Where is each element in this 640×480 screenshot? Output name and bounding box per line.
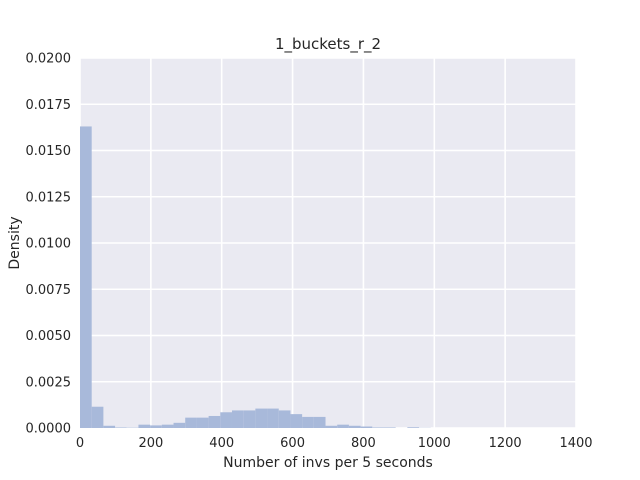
x-tick-label: 200 [138, 436, 163, 451]
histogram-bar [407, 427, 420, 428]
y-tick-label: 0.0025 [26, 375, 72, 390]
histogram-bar [372, 427, 384, 428]
histogram-bar [80, 126, 92, 428]
y-tick-label: 0.0000 [26, 422, 72, 437]
histogram-bar [290, 414, 303, 428]
histogram-bar [313, 416, 326, 428]
x-axis-ticks: 0 200 400 600 800 1000 1200 1400 [76, 436, 593, 451]
x-tick-label: 400 [209, 436, 234, 451]
histogram-bar [302, 416, 314, 428]
x-tick-label: 800 [351, 436, 376, 451]
x-axis-label: Number of invs per 5 seconds [223, 455, 433, 471]
histogram-bar [220, 412, 232, 428]
y-axis-label: Density [7, 216, 23, 269]
histogram-bar [337, 424, 349, 428]
x-tick-label: 1200 [489, 436, 522, 451]
histogram-bar [138, 424, 151, 428]
y-tick-label: 0.0175 [26, 98, 72, 113]
histogram-bar [103, 425, 116, 428]
histogram-bar [208, 415, 221, 428]
histogram-bar [360, 426, 373, 428]
x-tick-label: 1400 [559, 436, 592, 451]
histogram-bar [161, 424, 174, 428]
chart-title: 1_buckets_r_2 [275, 35, 381, 54]
histogram-bar [150, 425, 162, 428]
histogram-bar [267, 408, 279, 428]
histogram-bar [196, 417, 209, 428]
histogram-bar [243, 410, 256, 428]
y-tick-label: 0.0075 [26, 283, 72, 298]
x-tick-label: 600 [280, 436, 305, 451]
y-tick-label: 0.0200 [26, 52, 72, 67]
y-tick-label: 0.0100 [26, 237, 72, 252]
histogram-bar [278, 410, 291, 428]
histogram-bar [348, 425, 361, 428]
y-tick-label: 0.0050 [26, 329, 72, 344]
histogram-bar [231, 410, 244, 428]
y-axis-ticks: 0.0000 0.0025 0.0050 0.0075 0.0100 0.0125 0.01… [26, 52, 72, 437]
histogram-bar [91, 406, 104, 428]
y-tick-label: 0.0125 [26, 190, 72, 205]
histogram-bar [383, 427, 396, 428]
histogram-bars [80, 126, 431, 428]
histogram-bar [115, 427, 127, 428]
histogram-bar [325, 425, 338, 428]
x-tick-label: 1000 [418, 436, 451, 451]
histogram-bar [185, 417, 197, 428]
x-tick-label: 0 [76, 436, 84, 451]
histogram-bar [173, 422, 186, 428]
y-tick-label: 0.0150 [26, 144, 72, 159]
histogram-bar [255, 408, 268, 428]
